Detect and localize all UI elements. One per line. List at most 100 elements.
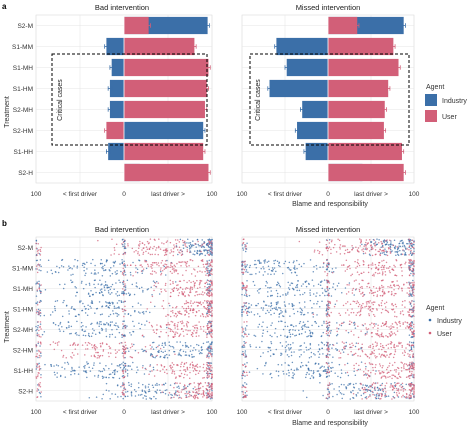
point-user xyxy=(398,392,400,394)
category-label: S1-MH xyxy=(13,65,34,72)
point-user xyxy=(395,392,398,394)
point-user xyxy=(183,369,185,371)
point-user xyxy=(298,240,301,243)
point-industry xyxy=(241,244,244,246)
point-user xyxy=(199,301,202,303)
point-user xyxy=(358,290,361,293)
point-industry xyxy=(409,292,411,295)
point-industry xyxy=(369,394,371,396)
point-user xyxy=(165,368,168,371)
error-bar xyxy=(391,44,396,49)
point-industry xyxy=(113,288,115,290)
point-industry xyxy=(168,349,171,352)
point-user xyxy=(385,350,387,353)
point-industry xyxy=(334,288,337,291)
point-industry xyxy=(336,342,338,344)
point-industry xyxy=(105,330,107,332)
point-user xyxy=(408,371,411,373)
point-industry xyxy=(265,312,267,315)
point-user xyxy=(211,299,213,302)
point-user xyxy=(183,325,185,327)
point-user xyxy=(202,392,205,394)
point-industry xyxy=(143,390,146,392)
point-user xyxy=(410,249,412,252)
point-industry xyxy=(413,346,415,348)
point-industry xyxy=(385,243,388,246)
point-user xyxy=(358,288,361,291)
point-user xyxy=(392,280,394,283)
point-industry xyxy=(40,395,42,398)
point-user xyxy=(153,331,156,333)
point-user xyxy=(164,289,166,291)
point-industry xyxy=(122,364,125,367)
point-industry xyxy=(36,350,38,352)
point-user xyxy=(365,305,368,307)
point-user xyxy=(370,371,372,374)
point-user xyxy=(393,311,396,313)
point-user xyxy=(171,370,174,373)
point-user xyxy=(385,301,388,303)
point-user xyxy=(111,238,113,241)
point-user xyxy=(207,372,210,375)
point-industry xyxy=(394,382,396,384)
point-user xyxy=(211,394,213,397)
point-industry xyxy=(149,354,152,357)
point-user xyxy=(188,294,190,297)
point-user xyxy=(381,250,383,252)
point-user xyxy=(328,382,331,384)
point-user xyxy=(184,392,186,395)
point-user xyxy=(413,315,415,317)
point-industry xyxy=(209,351,212,353)
point-user xyxy=(412,291,414,294)
point-user xyxy=(394,274,396,277)
point-industry xyxy=(103,286,106,289)
point-user xyxy=(192,280,195,283)
point-user xyxy=(390,293,393,296)
point-industry xyxy=(112,302,114,304)
point-industry xyxy=(277,370,280,373)
point-user xyxy=(198,382,201,385)
point-user xyxy=(151,295,154,298)
point-user xyxy=(180,249,182,251)
point-user xyxy=(178,394,180,396)
point-user xyxy=(202,330,205,332)
point-user xyxy=(37,341,40,343)
point-user xyxy=(360,239,362,241)
point-user xyxy=(178,280,181,282)
point-industry xyxy=(97,283,100,285)
point-user xyxy=(211,333,213,335)
point-user xyxy=(178,334,181,337)
point-user xyxy=(362,370,365,373)
point-user xyxy=(327,349,329,352)
point-user xyxy=(206,293,208,295)
point-user xyxy=(246,312,248,315)
point-user xyxy=(171,262,173,264)
point-industry xyxy=(150,397,153,400)
point-user xyxy=(84,354,86,356)
point-industry xyxy=(321,287,323,290)
point-user xyxy=(389,247,391,249)
point-user xyxy=(243,238,245,240)
point-user xyxy=(123,270,125,273)
point-user xyxy=(326,345,329,347)
point-user xyxy=(168,323,171,326)
point-user xyxy=(326,289,329,291)
point-user xyxy=(243,286,246,289)
point-user xyxy=(196,329,198,332)
point-user xyxy=(161,305,163,307)
point-user xyxy=(382,375,384,377)
point-user xyxy=(191,361,194,363)
x-tick-label: 100 xyxy=(31,191,42,198)
point-industry xyxy=(382,240,385,242)
point-user xyxy=(412,283,414,286)
point-industry xyxy=(298,263,300,266)
point-user xyxy=(197,265,200,268)
point-user xyxy=(376,333,378,336)
error-bar xyxy=(204,86,209,91)
point-user xyxy=(196,324,198,326)
point-user xyxy=(367,374,370,377)
point-user xyxy=(346,371,349,374)
point-industry xyxy=(310,369,312,372)
point-industry xyxy=(142,383,144,386)
point-industry xyxy=(109,275,112,277)
